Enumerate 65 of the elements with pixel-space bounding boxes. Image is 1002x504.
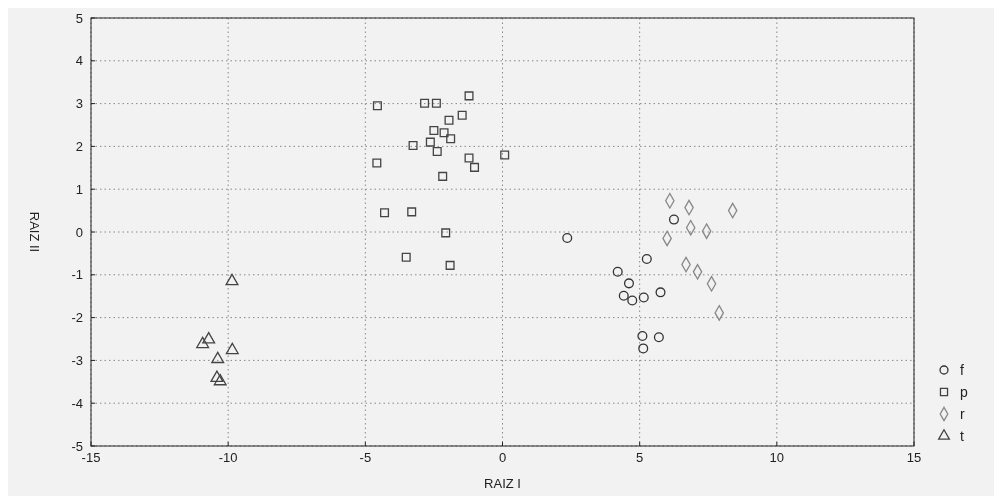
y-tick-label: 4 — [75, 53, 83, 69]
x-tick-label: 15 — [906, 450, 922, 465]
y-tick-label: 5 — [75, 10, 83, 26]
point — [429, 126, 439, 136]
legend-label: f — [960, 361, 964, 378]
x-tick-label: -5 — [359, 450, 372, 465]
point — [618, 290, 629, 301]
point — [420, 98, 430, 108]
point — [372, 101, 382, 111]
x-tick-label: -15 — [81, 450, 101, 465]
point — [445, 260, 455, 270]
point — [470, 162, 480, 172]
point — [225, 273, 239, 286]
point — [441, 228, 451, 238]
point — [446, 134, 456, 144]
point — [637, 330, 648, 342]
x-tick-label: 5 — [636, 450, 644, 465]
y-tick-label: -3 — [71, 352, 83, 368]
y-tick-label: -2 — [71, 310, 83, 326]
point — [425, 137, 435, 147]
point — [211, 351, 225, 364]
point — [225, 342, 239, 355]
x-axis-title: RAIZ I — [484, 476, 521, 491]
x-tick-label: -10 — [218, 450, 238, 465]
point — [562, 232, 573, 243]
x-tick-label: 0 — [498, 450, 507, 465]
point — [668, 214, 679, 225]
point — [500, 150, 510, 160]
point — [638, 292, 649, 303]
y-tick-label: 1 — [75, 181, 83, 197]
point — [623, 278, 634, 289]
point — [653, 332, 664, 343]
legend-label: t — [960, 427, 964, 444]
point — [439, 128, 449, 138]
point — [655, 287, 666, 298]
legend-label: p — [960, 383, 968, 400]
point — [431, 98, 441, 108]
y-tick-label: 3 — [75, 96, 83, 112]
point — [464, 91, 474, 101]
point — [627, 295, 638, 306]
point — [638, 343, 649, 354]
y-axis-title: RAIZ II — [27, 211, 42, 253]
point — [457, 110, 467, 120]
point — [432, 147, 442, 157]
legend-label: r — [960, 405, 965, 422]
point — [444, 115, 454, 125]
point — [612, 266, 623, 277]
point — [210, 370, 224, 382]
y-tick-label: -1 — [71, 267, 83, 283]
point — [213, 373, 227, 386]
point — [196, 336, 210, 349]
point — [202, 331, 216, 344]
point — [464, 153, 474, 163]
y-tick-label: -4 — [71, 395, 83, 411]
y-tick-label: 2 — [75, 138, 83, 154]
y-tick-label: 0 — [75, 224, 83, 240]
x-tick-label: 10 — [769, 450, 785, 465]
point — [408, 141, 418, 151]
point — [641, 253, 652, 264]
point — [438, 171, 448, 181]
point — [407, 207, 417, 217]
point — [372, 158, 382, 168]
point — [380, 208, 390, 218]
point — [401, 252, 411, 262]
y-tick-label: -5 — [71, 438, 83, 454]
